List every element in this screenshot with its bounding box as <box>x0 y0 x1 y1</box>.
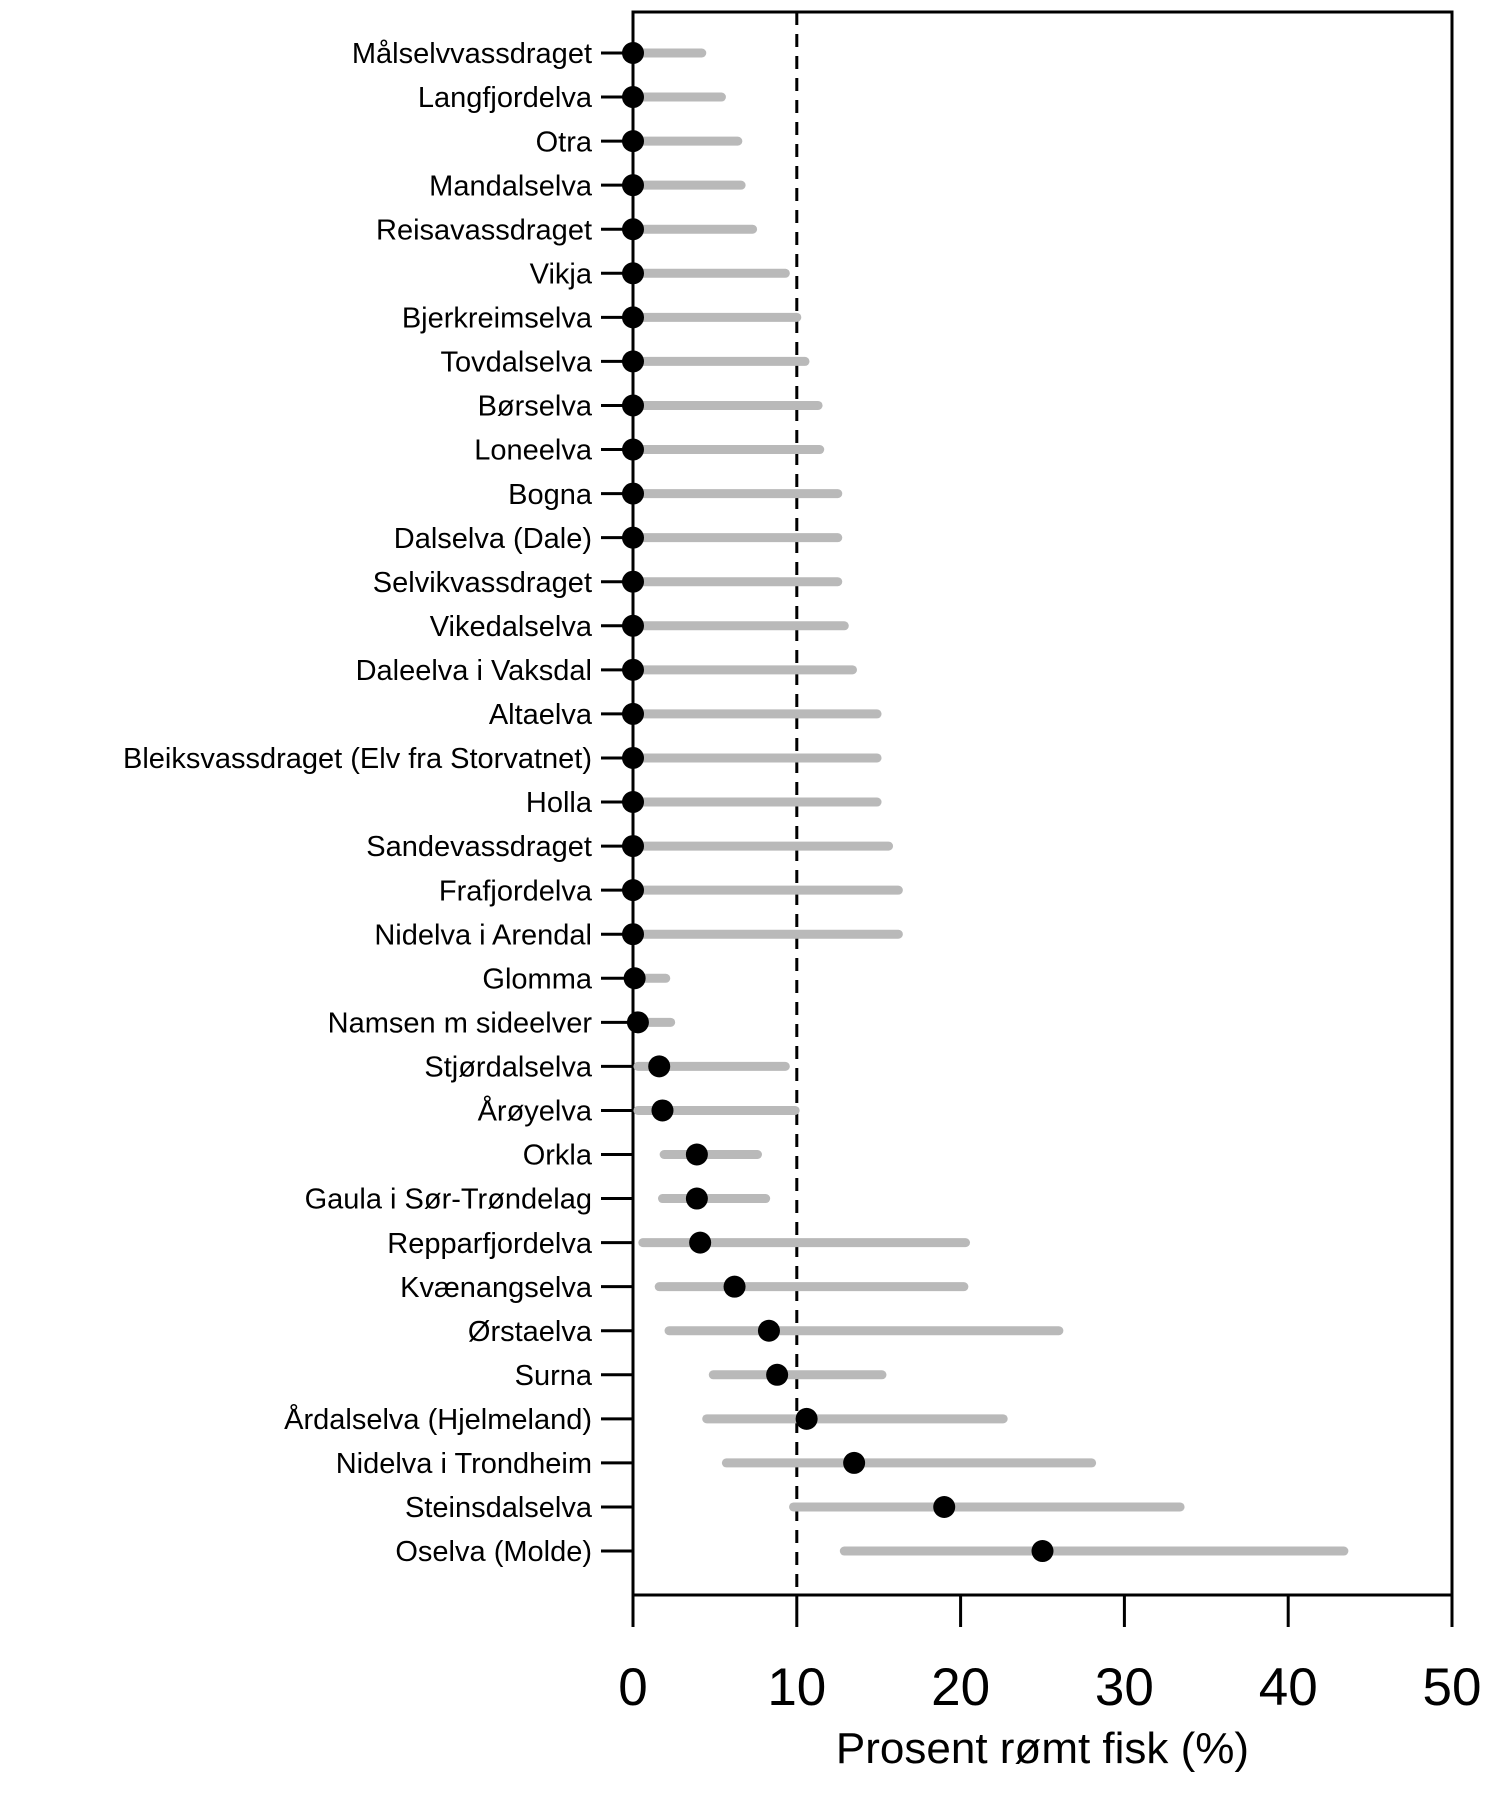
estimate-dot <box>622 42 644 64</box>
y-axis-label: Holla <box>526 787 593 819</box>
estimate-dot <box>623 967 646 990</box>
estimate-dot <box>689 1231 712 1254</box>
estimate-dot <box>622 306 644 329</box>
estimate-dot <box>622 218 644 241</box>
x-tick-label: 20 <box>931 1658 990 1717</box>
estimate-dot <box>622 570 644 593</box>
y-axis-label: Vikedalselva <box>430 611 593 643</box>
y-axis-label: Sandevassdraget <box>366 831 592 863</box>
y-axis-label: Altaelva <box>489 699 593 731</box>
y-axis-label: Loneelva <box>474 435 593 467</box>
estimate-dot <box>622 86 644 109</box>
estimate-dot <box>622 614 644 637</box>
x-tick-label: 50 <box>1423 1658 1482 1717</box>
y-axis-label: Gaula i Sør-Trøndelag <box>305 1184 592 1216</box>
x-tick-label: 40 <box>1259 1658 1318 1717</box>
estimate-dot <box>648 1055 671 1078</box>
y-axis-label: Nidelva i Trondheim <box>336 1448 592 1480</box>
y-axis-label: Glomma <box>482 963 592 995</box>
y-axis-label: Ørstaelva <box>468 1316 593 1348</box>
estimate-dot <box>1031 1540 1054 1563</box>
y-axis-label: Otra <box>536 126 593 158</box>
estimate-dot <box>622 482 644 505</box>
y-axis-label: Dalselva (Dale) <box>394 523 592 555</box>
y-axis-label: Stjørdalselva <box>424 1052 592 1084</box>
estimate-dot <box>622 658 644 681</box>
estimate-dot <box>723 1275 746 1298</box>
estimate-dot <box>622 526 644 549</box>
estimate-dot <box>795 1407 818 1430</box>
y-axis-label: Mandalselva <box>429 170 593 202</box>
y-axis-label: Bogna <box>508 479 593 511</box>
x-tick-label: 10 <box>767 1658 826 1717</box>
y-axis-label: Daleelva i Vaksdal <box>356 655 592 687</box>
y-axis-label: Steinsdalselva <box>405 1492 593 1524</box>
estimate-dot <box>843 1451 866 1474</box>
estimate-dot <box>651 1099 674 1122</box>
y-axis-label: Tovdalselva <box>440 347 592 379</box>
y-axis-label: Langfjordelva <box>418 82 593 114</box>
y-axis-label: Vikja <box>530 258 593 290</box>
estimate-dot <box>622 130 644 153</box>
y-axis-label: Kvænangselva <box>400 1272 593 1304</box>
y-axis-label: Årøyelva <box>478 1095 593 1128</box>
y-axis-label: Selvikvassdraget <box>373 567 592 599</box>
estimate-dot <box>622 394 644 417</box>
estimate-dot <box>622 923 644 946</box>
estimate-dot <box>757 1319 780 1342</box>
estimate-dot <box>933 1495 956 1518</box>
estimate-dot <box>685 1143 708 1166</box>
y-axis-label: Namsen m sideelver <box>328 1007 593 1039</box>
estimate-dot <box>622 702 644 725</box>
y-axis-label: Oselva (Molde) <box>395 1536 592 1568</box>
estimate-dot <box>766 1363 789 1386</box>
y-axis-label: Bleiksvassdraget (Elv fra Storvatnet) <box>123 743 592 775</box>
estimate-dot <box>622 746 644 769</box>
estimate-dot <box>622 438 644 461</box>
x-tick-label: 0 <box>618 1658 647 1717</box>
y-axis-label: Målselvvassdraget <box>352 38 592 70</box>
estimate-dot <box>622 791 644 814</box>
estimate-dot <box>622 174 644 197</box>
y-axis-label: Reisavassdraget <box>376 214 592 246</box>
y-axis-label: Orkla <box>523 1140 593 1172</box>
estimate-dot <box>626 1011 649 1034</box>
x-tick-label: 30 <box>1095 1658 1154 1717</box>
x-axis-title: Prosent rømt fisk (%) <box>836 1724 1249 1773</box>
estimate-dot <box>622 262 644 285</box>
estimate-dot <box>622 835 644 858</box>
estimate-dot <box>622 350 644 373</box>
y-axis-label: Repparfjordelva <box>387 1228 593 1260</box>
y-axis-label: Nidelva i Arendal <box>374 919 592 951</box>
y-axis-label: Surna <box>515 1360 593 1392</box>
estimate-dot <box>685 1187 708 1210</box>
y-axis-label: Årdalselva (Hjelmeland) <box>284 1403 592 1436</box>
estimate-dot <box>622 879 644 902</box>
y-axis-label: Bjerkreimselva <box>402 303 593 335</box>
y-axis-label: Frafjordelva <box>439 875 593 907</box>
y-axis-label: Børselva <box>478 391 593 423</box>
